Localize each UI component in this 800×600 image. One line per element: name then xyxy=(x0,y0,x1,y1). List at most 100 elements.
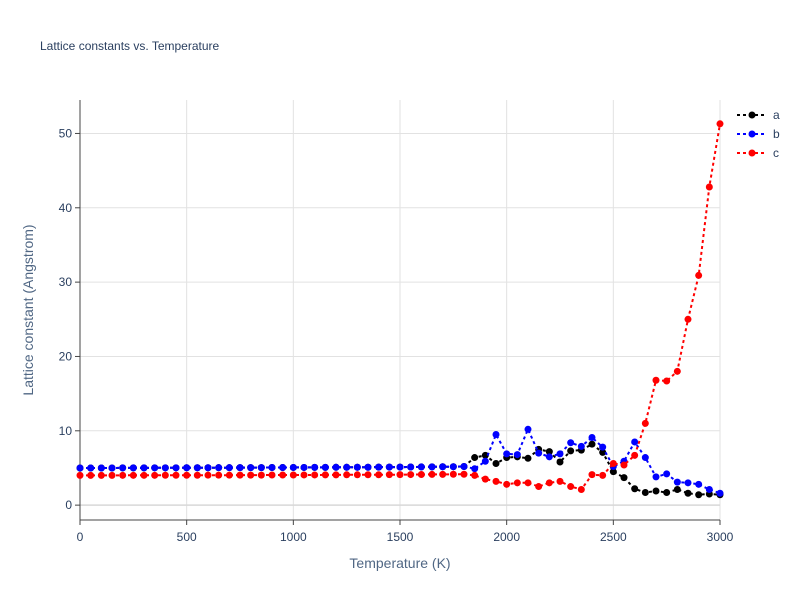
series-b-point xyxy=(129,464,137,472)
series-a-point xyxy=(631,485,639,493)
series-b-point xyxy=(385,463,393,471)
series-c-point xyxy=(300,471,308,479)
series-c-point xyxy=(247,471,255,479)
series-c-point xyxy=(193,471,201,479)
series-a-point xyxy=(556,458,564,466)
chart-title: Lattice constants vs. Temperature xyxy=(40,39,220,53)
axes: 0 500 1000 1500 2000 2500 3000 0 10 20 30 40 50 xyxy=(59,100,734,544)
series-c-point xyxy=(577,486,585,494)
series-c-point xyxy=(97,471,105,479)
series-b-point xyxy=(663,470,671,478)
legend-item-a[interactable]: a xyxy=(737,108,780,122)
series-b-point xyxy=(567,439,575,447)
series-c-point xyxy=(183,471,191,479)
series-b-point xyxy=(641,454,649,462)
y-tick-label: 40 xyxy=(59,201,73,215)
series-b-point xyxy=(545,453,553,461)
series-b-point xyxy=(524,425,532,433)
series-c-point xyxy=(460,470,468,478)
series-c-point xyxy=(289,471,297,479)
series-b-point xyxy=(353,463,361,471)
series-c-point xyxy=(161,471,169,479)
series-b-point xyxy=(503,450,511,458)
series-b-point xyxy=(204,464,212,472)
series-a-point xyxy=(641,488,649,496)
legend-item-b[interactable]: b xyxy=(737,127,780,141)
series-b-point xyxy=(471,465,479,473)
legend-label-b: b xyxy=(773,127,780,141)
series-a-point xyxy=(524,454,532,462)
series-c-point xyxy=(567,483,575,491)
series-c-point xyxy=(535,483,543,491)
series-b-point xyxy=(161,464,169,472)
series-a-point xyxy=(620,474,628,482)
series-c-point xyxy=(663,377,671,385)
y-tick-label: 20 xyxy=(59,349,73,363)
x-tick-label: 3000 xyxy=(707,530,734,544)
series-c-point xyxy=(236,471,244,479)
series-a-point xyxy=(599,448,607,456)
series-b-point xyxy=(172,464,180,472)
series-c-point xyxy=(76,471,84,479)
series-b-point xyxy=(215,464,223,472)
series-c-point xyxy=(311,471,319,479)
series-a-point xyxy=(481,451,489,459)
series-b-point xyxy=(321,463,329,471)
series-b-point xyxy=(417,463,425,471)
y-tick-label: 10 xyxy=(59,424,73,438)
series-a-point xyxy=(673,486,681,494)
series-b-point xyxy=(193,464,201,472)
series-b-point xyxy=(375,463,383,471)
legend[interactable]: abc xyxy=(737,108,780,160)
legend-marker-c xyxy=(748,149,756,157)
series-c-point xyxy=(599,471,607,479)
series-c-point xyxy=(503,480,511,488)
series-b-point xyxy=(705,486,713,494)
y-tick-label: 50 xyxy=(59,126,73,140)
series-c-point xyxy=(524,479,532,487)
x-axis-title: Temperature (K) xyxy=(349,555,450,571)
series-c-point xyxy=(172,471,180,479)
series-a-point xyxy=(492,460,500,468)
legend-label-a: a xyxy=(773,108,780,122)
series-b-point xyxy=(492,431,500,439)
grid xyxy=(80,100,721,520)
series-b-point xyxy=(97,464,105,472)
series-a-point xyxy=(609,468,617,476)
y-tick-label: 0 xyxy=(65,498,72,512)
series-b-point xyxy=(460,462,468,470)
series-c-point xyxy=(375,471,383,479)
series-a-point xyxy=(588,440,596,448)
series-c-point xyxy=(449,470,457,478)
series-c-point xyxy=(716,120,724,128)
x-tick-label: 2000 xyxy=(493,530,520,544)
series-c-point xyxy=(545,479,553,487)
series-b-point xyxy=(684,479,692,487)
series-b-point xyxy=(695,480,703,488)
series-b-point xyxy=(599,443,607,451)
series-a-point xyxy=(471,454,479,462)
series-c-point xyxy=(705,183,713,191)
series-a-point xyxy=(652,487,660,495)
series-c-point xyxy=(631,451,639,459)
x-tick-label: 500 xyxy=(177,530,197,544)
x-tick-label: 1000 xyxy=(280,530,307,544)
series-c-point xyxy=(588,471,596,479)
series-b-point xyxy=(257,464,265,472)
series-c-point xyxy=(343,471,351,479)
series-b-point xyxy=(311,463,319,471)
legend-item-c[interactable]: c xyxy=(737,146,779,160)
series-b-point xyxy=(225,464,233,472)
series-b-point xyxy=(108,464,116,472)
series-c-point xyxy=(268,471,276,479)
series-c-point xyxy=(439,470,447,478)
series-b-point xyxy=(332,463,340,471)
series-c-point xyxy=(385,471,393,479)
series-b-point xyxy=(289,463,297,471)
series-c-point xyxy=(471,471,479,479)
series-b-point xyxy=(588,433,596,441)
series-c-point xyxy=(129,471,137,479)
series-b-point xyxy=(140,464,148,472)
series-b-point xyxy=(247,464,255,472)
series-c-point xyxy=(609,460,617,468)
